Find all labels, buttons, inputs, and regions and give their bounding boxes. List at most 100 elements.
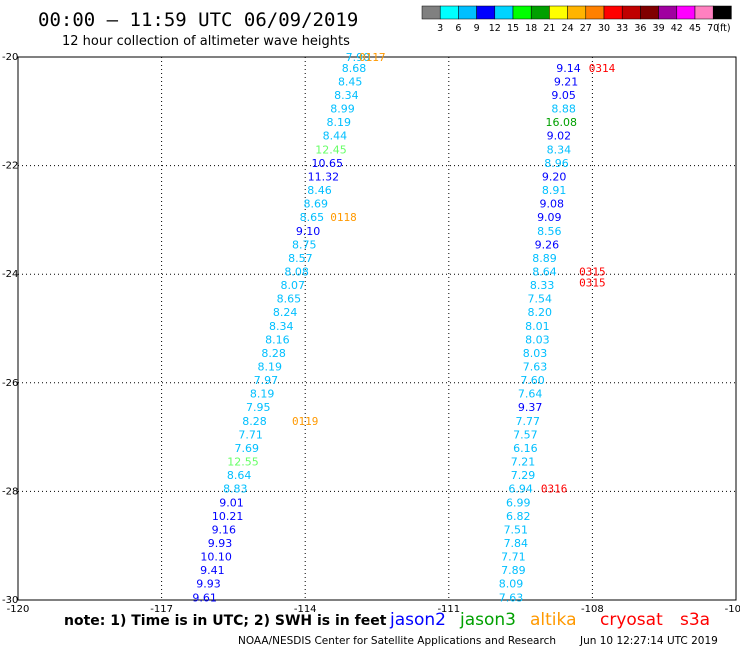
wave-height-value: 9.10 [296,225,321,238]
wave-height-value: 8.34 [547,143,572,156]
wave-height-value: 7.60 [520,374,545,387]
satellite-tracks: 7.908.688.458.348.998.198.4412.4510.6511… [192,51,615,604]
wave-height-value: 8.01 [525,320,550,333]
wave-height-value: 8.07 [281,279,306,292]
timestamp-text: Jun 10 12:27:14 UTC 2019 [579,635,718,647]
colorbar-tick: 27 [580,23,592,34]
wave-height-value: 8.45 [338,75,363,88]
colorbar-tick: 15 [507,23,519,34]
wave-height-value: 9.08 [539,198,564,211]
y-tick-labels: -20 -22 -24 -26 -28 -30 [2,52,18,606]
wave-height-value: 7.29 [511,469,536,482]
colorbar-swatch [694,5,714,20]
colorbar-tick: 9 [474,23,480,34]
wave-height-value: 8.75 [292,238,317,251]
colorbar-swatch [658,5,678,20]
colorbar-swatch [458,5,477,20]
colorbar-swatch [530,5,550,20]
x-tick-label: -117 [150,604,173,615]
x-tick-label: -111 [437,604,460,615]
wave-height-value: 7.89 [501,564,526,577]
wave-height-value: 10.10 [200,551,232,564]
wave-height-value: 7.51 [504,523,529,536]
wave-height-value: 8.03 [523,347,548,360]
wave-height-value: 6.99 [506,496,531,509]
wave-height-value: 8.46 [307,184,332,197]
chart-subtitle: 12 hour collection of altimeter wave hei… [62,34,350,49]
wave-height-value: 10.21 [212,510,244,523]
wave-height-value: 12.45 [315,143,347,156]
credit-text: NOAA/NESDIS Center for Satellite Applica… [238,635,556,647]
pass-label: 0316 [541,483,568,496]
colorbar-swatch [476,5,496,20]
y-tick-label: -30 [2,595,18,606]
wave-height-value: 7.71 [501,551,526,564]
wave-height-value: 8.28 [242,415,267,428]
colorbar-tick: 45 [689,23,701,34]
wave-height-value: 8.65 [300,211,325,224]
wave-height-value: 7.21 [511,456,536,469]
satellite-legend: jason2 jason3 altika cryosat s3a [389,610,710,630]
wave-height-value: 9.09 [537,211,562,224]
colorbar-swatch [621,5,641,20]
colorbar-tick: 36 [634,23,646,34]
x-tick-label: -120 [7,604,30,615]
wave-height-value: 9.01 [219,496,244,509]
y-tick-label: -22 [2,161,18,172]
wave-height-value: 7.69 [235,442,260,455]
wave-height-value: 10.65 [311,157,343,170]
wave-height-value: 8.89 [532,252,557,265]
wave-height-value: 9.21 [554,75,579,88]
x-tick-label: -108 [581,604,604,615]
wave-height-value: 8.99 [330,103,355,116]
wave-height-value: 8.44 [323,130,348,143]
colorbar-swatch [549,5,568,20]
colorbar-tick-labels: 3 6 9 12 15 18 21 24 27 30 33 36 39 42 45 70 [437,23,719,34]
legend-s3a: s3a [680,610,710,630]
pass-label: 0315 [579,265,606,278]
wave-height-value: 9.41 [200,564,225,577]
wave-height-value: 9.02 [547,130,572,143]
pass-label: 0315 [579,276,606,289]
colorbar-swatch [494,5,514,20]
wave-height-value: 7.64 [518,388,543,401]
wave-height-value: 8.57 [288,252,313,265]
wave-height-value: 7.63 [523,361,548,374]
wave-height-value: 8.19 [326,116,351,129]
colorbar-tick: 6 [455,23,461,34]
colorbar-tick: 3 [437,23,443,34]
wave-height-value: 9.61 [192,591,217,604]
wave-height-value: 6.94 [508,483,533,496]
wave-height-value: 9.26 [535,238,560,251]
wave-height-value: 7.71 [238,428,263,441]
colorbar [421,5,732,20]
wave-height-value: 8.96 [544,157,569,170]
plot-frame [17,56,737,601]
note-text: note: 1) Time is in UTC; 2) SWH is in fe… [64,613,387,629]
wave-height-value: 8.09 [499,578,524,591]
colorbar-tick: 70 [707,23,719,34]
wave-height-value: 8.20 [527,306,552,319]
wave-height-value: 9.37 [518,401,543,414]
wave-height-value: 8.34 [269,320,294,333]
wave-height-value: 8.64 [532,265,557,278]
colorbar-tick: 33 [616,23,628,34]
wave-height-value: 6.16 [513,442,538,455]
chart-title: 00:00 — 11:59 UTC 06/09/2019 [38,9,358,31]
wave-height-value: 7.63 [499,591,524,604]
wave-height-value: 8.28 [261,347,286,360]
colorbar-swatch [640,5,659,20]
wave-height-value: 8.33 [530,279,555,292]
wave-height-value: 7.95 [246,401,271,414]
colorbar-swatch [585,5,605,20]
wave-height-value: 8.69 [303,198,328,211]
wave-height-value: 11.32 [308,170,340,183]
grid [18,57,736,600]
wave-height-value: 8.65 [277,293,302,306]
wave-height-value: 8.19 [258,361,283,374]
wave-height-value: 9.05 [551,89,576,102]
y-tick-label: -26 [2,378,18,389]
y-tick-label: -20 [2,52,18,63]
colorbar-tick: 12 [489,23,501,34]
